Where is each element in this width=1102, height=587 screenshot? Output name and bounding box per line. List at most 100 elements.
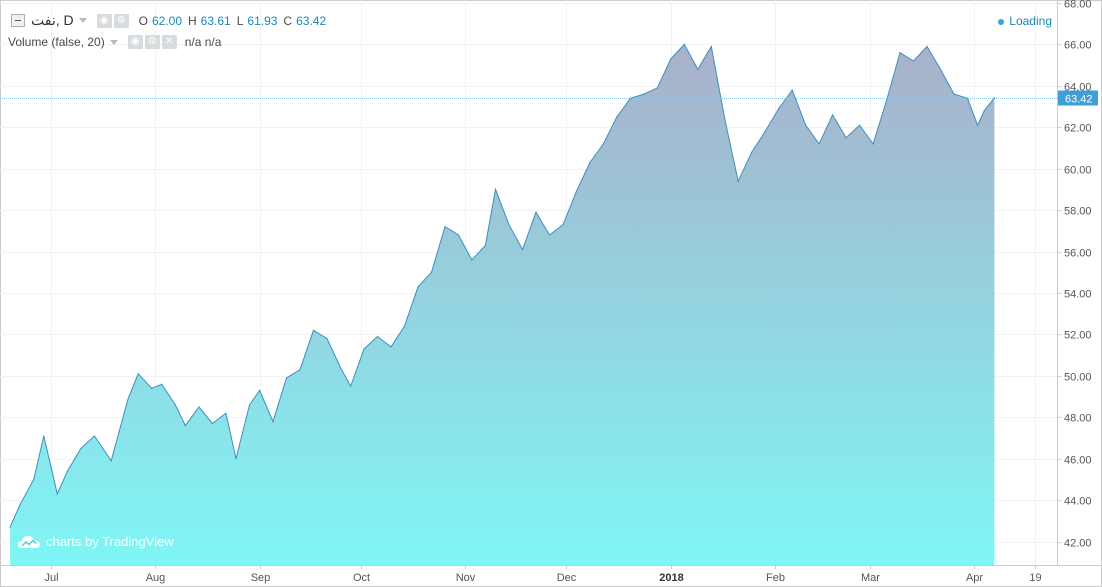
data-point [326, 338, 328, 340]
gear-icon[interactable]: ⚙ [144, 35, 160, 49]
data-point [939, 68, 942, 70]
data-point [966, 97, 969, 99]
y-tick-label: 42.00 [1064, 538, 1092, 550]
data-point [886, 99, 888, 101]
data-point [737, 180, 739, 182]
caret-down-icon[interactable] [78, 18, 87, 23]
data-point [161, 383, 163, 385]
x-tick-label: 19 [1029, 572, 1041, 584]
data-point [285, 377, 288, 379]
data-point [350, 385, 352, 387]
data-point [508, 224, 510, 226]
data-point [299, 369, 301, 371]
data-point [376, 335, 379, 338]
data-point [521, 248, 524, 251]
data-point [9, 526, 11, 528]
low-value: 61.93 [247, 13, 278, 28]
data-point [751, 151, 753, 153]
tradingview-watermark[interactable]: charts by TradingView [18, 534, 174, 549]
x-tick-label: Jul [44, 572, 58, 584]
data-point [535, 211, 537, 213]
data-points [9, 43, 996, 528]
x-tick-label: Nov [456, 572, 476, 584]
loading-indicator: Loading [998, 14, 1052, 28]
y-tick-label: 66.00 [1064, 40, 1092, 52]
data-point [225, 412, 227, 414]
y-axis[interactable]: 42.00 44.00 46.00 48.00 50.00 52.00 54.00 56.00… [1057, 0, 1092, 565]
data-point [872, 143, 874, 145]
x-axis[interactable]: Jul Aug Sep Oct Nov Dec 2018 Feb Mar Apr 19 [0, 565, 1102, 584]
eye-icon[interactable]: ◉ [96, 13, 112, 28]
data-point [184, 425, 186, 427]
data-point [643, 93, 645, 95]
data-point [575, 190, 578, 193]
data-point [235, 458, 237, 460]
x-tick-label: Dec [557, 572, 577, 584]
data-point [926, 45, 928, 48]
data-point [211, 422, 213, 425]
data-point [670, 58, 672, 60]
data-point [977, 124, 979, 126]
data-point [548, 234, 551, 236]
high-value: 63.61 [200, 13, 231, 28]
y-tick-label: 58.00 [1064, 206, 1092, 218]
y-tick-label: 52.00 [1064, 330, 1092, 342]
loading-text: Loading [1009, 14, 1052, 28]
data-point [80, 447, 82, 449]
x-tick-label: Apr [966, 572, 983, 584]
data-point [198, 406, 200, 408]
data-point [899, 52, 901, 54]
price-tag-label: 63.42 [1065, 94, 1093, 106]
data-point [259, 389, 261, 391]
y-tick-label: 54.00 [1064, 289, 1092, 301]
close-value: 63.42 [296, 13, 327, 28]
data-point [403, 325, 406, 327]
x-tick-label: Oct [353, 572, 370, 584]
data-point [616, 116, 618, 118]
close-label: C [283, 13, 293, 28]
data-point [390, 346, 392, 348]
y-tick-label: 50.00 [1064, 372, 1092, 384]
x-tick-label: Aug [146, 572, 166, 584]
gear-icon[interactable]: ⚙ [113, 13, 129, 28]
close-icon[interactable]: ✕ [161, 35, 177, 49]
data-point [484, 244, 486, 246]
high-label: H [188, 13, 197, 28]
data-point [724, 118, 726, 120]
data-point [562, 224, 564, 226]
data-point [602, 143, 605, 145]
data-point [312, 329, 315, 331]
data-point [953, 93, 955, 95]
y-tick-label: 68.00 [1064, 0, 1092, 11]
volume-value: n/a n/a [184, 35, 222, 49]
data-point [137, 373, 139, 375]
data-point [859, 124, 861, 126]
x-tick-label: Sep [251, 572, 271, 584]
watermark-text: charts by TradingView [46, 534, 174, 549]
caret-down-icon[interactable] [109, 39, 118, 45]
data-point [417, 286, 419, 288]
data-point [110, 460, 112, 462]
y-tick-label: 48.00 [1064, 413, 1092, 425]
data-point [457, 234, 460, 236]
open-label: O [138, 13, 148, 28]
y-tick-label: 60.00 [1064, 165, 1092, 177]
data-point [174, 404, 176, 406]
symbol-title: نفت, D [31, 12, 74, 28]
data-point [151, 387, 153, 389]
x-tick-label: Mar [861, 572, 880, 584]
data-point [248, 404, 251, 406]
data-point [127, 398, 129, 400]
data-point [818, 143, 820, 145]
minus-square-icon[interactable] [11, 14, 25, 27]
data-point [656, 87, 658, 89]
data-point [697, 68, 699, 70]
data-point [19, 503, 21, 505]
data-point [56, 493, 58, 495]
data-point [33, 478, 35, 481]
volume-title: Volume (false, 20) [8, 35, 105, 49]
data-point [912, 60, 915, 62]
data-point [66, 470, 68, 472]
eye-icon[interactable]: ◉ [127, 35, 143, 49]
